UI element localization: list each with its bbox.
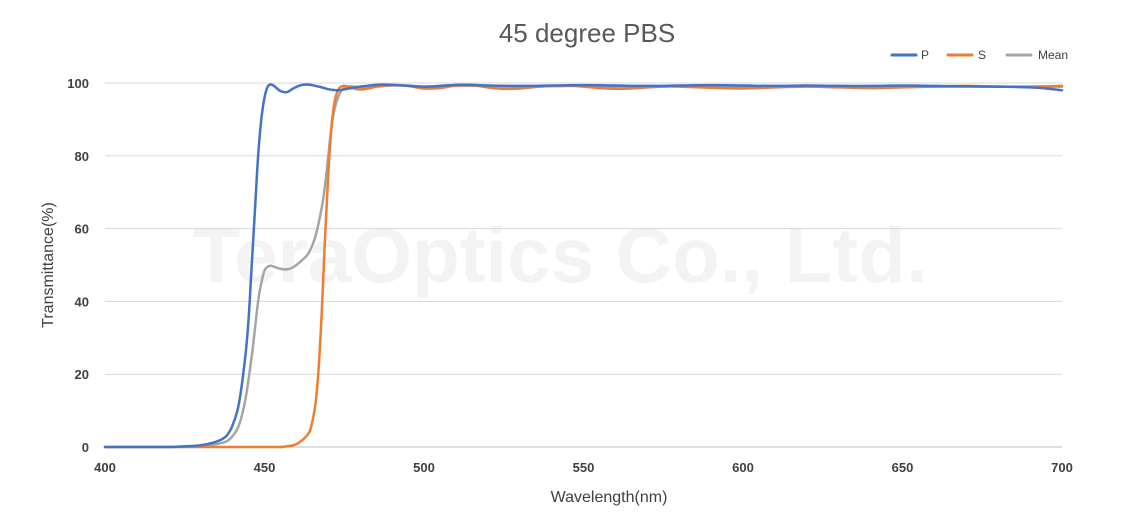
legend: P S Mean (890, 48, 1068, 62)
x-tick-label: 450 (254, 460, 276, 475)
legend-label-mean: Mean (1038, 48, 1068, 62)
x-tick-label: 600 (732, 460, 754, 475)
y-tick-label: 80 (75, 149, 89, 164)
y-tick-label: 20 (75, 367, 89, 382)
x-tick-label: 700 (1051, 460, 1073, 475)
x-tick-label: 650 (892, 460, 914, 475)
y-tick-label: 0 (82, 440, 89, 455)
watermark-text: TeraOptics Co., Ltd. (192, 211, 927, 299)
y-tick-label: 60 (75, 222, 89, 237)
chart-title: 45 degree PBS (499, 18, 675, 48)
legend-label-s: S (978, 48, 986, 62)
series-line-s (103, 83, 1064, 449)
series-line-p (103, 83, 1064, 449)
y-tick-label: 40 (75, 294, 89, 309)
x-axis-label: Wavelength(nm) (551, 489, 668, 506)
tick-labels: 0 20 40 60 80 100 400 450 500 550 600 650 700 (67, 76, 1073, 475)
x-tick-label: 550 (573, 460, 595, 475)
y-axis-label: Transmittance(%) (40, 202, 57, 328)
x-tick-label: 500 (413, 460, 435, 475)
x-tick-label: 400 (94, 460, 116, 475)
legend-label-p: P (921, 48, 929, 62)
y-tick-label: 100 (67, 76, 89, 91)
series-lines (103, 83, 1064, 449)
